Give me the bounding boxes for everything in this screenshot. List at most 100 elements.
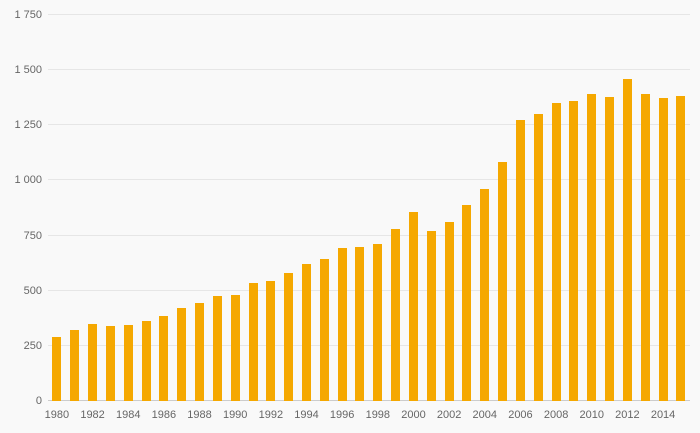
bar-1997[interactable]: [355, 246, 365, 401]
bar-1988[interactable]: [195, 302, 205, 401]
x-slot-2004: 2004: [472, 409, 498, 425]
bar-slot-2010: [583, 15, 601, 401]
x-axis: 1980 1982 1984 1986 1988 1990 1992 1994 1996 1998…: [44, 409, 690, 425]
plot-area: [48, 14, 690, 401]
x-tick-label-2000: 2000: [401, 409, 426, 421]
bar-slot-1989: [208, 15, 226, 401]
bar-1996[interactable]: [337, 247, 347, 401]
x-tick-label-2004: 2004: [472, 409, 498, 421]
bar-2015[interactable]: [676, 95, 686, 401]
bar-2003[interactable]: [462, 204, 472, 401]
x-tick-label-1980: 1980: [44, 409, 70, 421]
y-tick-label-750: 750: [23, 229, 42, 242]
gridline-750: [48, 234, 690, 236]
x-tick-label-1994: 1994: [294, 409, 319, 421]
bar-1991[interactable]: [248, 283, 258, 401]
bar-slot-1981: [66, 15, 84, 401]
gridline-250: [48, 344, 690, 346]
bar-2001[interactable]: [426, 231, 436, 401]
x-tick-label-1990: 1990: [222, 409, 248, 421]
x-tick-label-2002: 2002: [436, 409, 462, 421]
bar-1986[interactable]: [159, 316, 169, 401]
bar-1995[interactable]: [319, 258, 329, 401]
bar-slot-2007: [529, 15, 547, 401]
bar-2005[interactable]: [498, 161, 508, 401]
bar-1983[interactable]: [105, 326, 115, 401]
bar-2000[interactable]: [408, 212, 418, 401]
bar-slot-1987: [173, 15, 191, 401]
bar-2004[interactable]: [480, 189, 490, 401]
bar-1980[interactable]: [52, 337, 62, 401]
gridline-500: [48, 289, 690, 291]
bar-slot-1998: [369, 15, 387, 401]
bar-1990[interactable]: [230, 295, 240, 401]
bar-1984[interactable]: [123, 324, 133, 401]
bar-slot-1994: [298, 15, 316, 401]
y-tick-label-0: 0: [35, 395, 42, 407]
bar-2008[interactable]: [551, 103, 561, 401]
bar-slot-1980: [48, 15, 66, 401]
bar-2010[interactable]: [587, 94, 597, 401]
gridline-1250: [48, 124, 690, 126]
gridline-1750: [48, 14, 690, 15]
bar-1993[interactable]: [284, 273, 294, 401]
x-slot-1988: 1988: [187, 409, 211, 425]
y-tick-label-1500: 1 500: [14, 64, 42, 77]
y-tick-label-1250: 1 250: [14, 119, 42, 132]
x-slot-1986: 1986: [151, 409, 177, 425]
bar-slot-2015: [672, 15, 690, 401]
bar-2009[interactable]: [569, 101, 579, 401]
x-tick-label-1988: 1988: [187, 409, 212, 421]
bar-2014[interactable]: [658, 97, 668, 401]
x-tick-label-1998: 1998: [365, 409, 391, 421]
bar-slot-2012: [619, 15, 637, 401]
gridline-0: [48, 400, 690, 401]
x-slot-1996: 1996: [330, 409, 354, 425]
bar-series: [48, 15, 690, 401]
bar-2011[interactable]: [605, 96, 615, 401]
bar-slot-1985: [137, 15, 155, 401]
bar-2012[interactable]: [622, 78, 632, 401]
x-tick-label-1982: 1982: [80, 409, 105, 421]
y-tick-label-250: 250: [23, 339, 42, 352]
bar-2002[interactable]: [444, 222, 454, 401]
bar-1985[interactable]: [141, 320, 151, 401]
x-slot-2015: [672, 409, 690, 425]
bar-slot-2013: [636, 15, 654, 401]
bar-slot-1990: [226, 15, 244, 401]
bar-1992[interactable]: [266, 280, 276, 401]
bar-1987[interactable]: [177, 308, 187, 401]
bar-slot-2001: [422, 15, 440, 401]
bar-2006[interactable]: [515, 119, 525, 401]
bar-slot-2005: [494, 15, 512, 401]
x-slot-2008: 2008: [543, 409, 569, 425]
y-tick-label-1000: 1 000: [14, 174, 42, 187]
gridline-1500: [48, 69, 690, 71]
bar-slot-2004: [476, 15, 494, 401]
x-tick-label-2008: 2008: [543, 409, 569, 421]
bar-slot-1982: [84, 15, 102, 401]
bar-1982[interactable]: [88, 323, 98, 401]
x-tick-label-1984: 1984: [115, 409, 141, 421]
x-tick-label-1986: 1986: [151, 409, 177, 421]
bar-1998[interactable]: [373, 244, 383, 401]
bar-slot-1991: [244, 15, 262, 401]
bar-slot-1993: [280, 15, 298, 401]
bar-slot-1986: [155, 15, 173, 401]
bar-1981[interactable]: [70, 330, 80, 401]
bar-1989[interactable]: [212, 296, 222, 401]
y-tick-label-1750: 1 750: [14, 9, 42, 21]
x-tick-label-1992: 1992: [258, 409, 284, 421]
x-slot-1994: 1994: [294, 409, 318, 425]
bar-1994[interactable]: [302, 264, 311, 401]
bar-1999[interactable]: [391, 228, 401, 401]
x-slot-2010: 2010: [580, 409, 604, 425]
gridline-1000: [48, 179, 690, 181]
x-slot-2000: 2000: [401, 409, 425, 425]
bar-slot-2014: [654, 15, 672, 401]
bar-slot-2000: [405, 15, 423, 401]
bar-2007[interactable]: [533, 114, 543, 401]
x-slot-2002: 2002: [436, 409, 462, 425]
bar-slot-1988: [191, 15, 209, 401]
bar-2013[interactable]: [640, 94, 650, 401]
